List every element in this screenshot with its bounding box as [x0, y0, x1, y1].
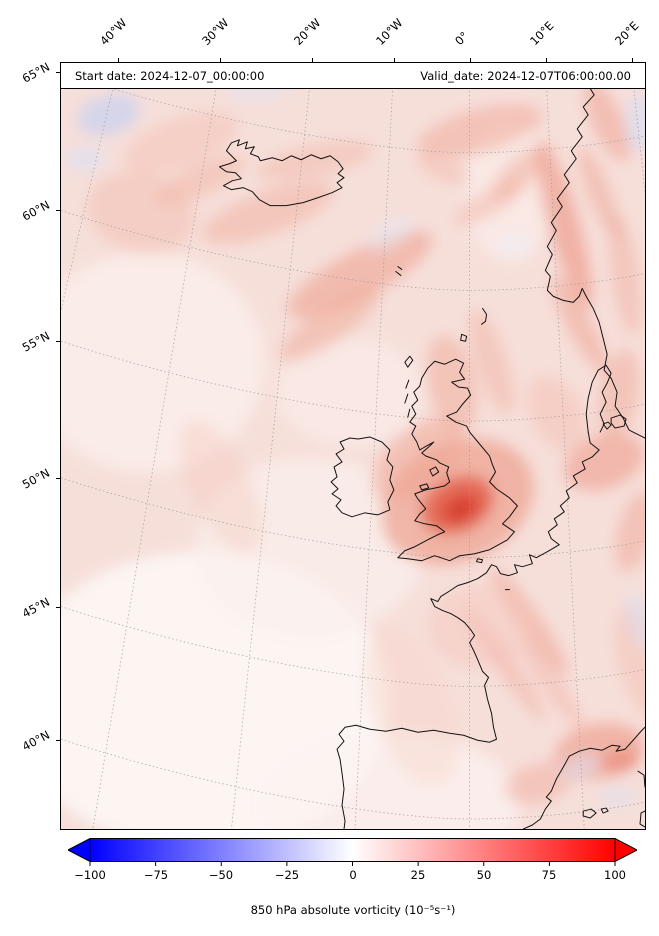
colorbar-tick-label: 100 [604, 868, 626, 882]
start-date-label: Start date: 2024-12-07_00:00:00 [75, 68, 265, 83]
longitude-tick-label: 10°W [373, 15, 406, 48]
tick-mark [56, 210, 60, 211]
colorbar-tick-label: 0 [349, 868, 357, 882]
tick-mark [312, 58, 313, 62]
longitude-tick-label: 0° [452, 28, 472, 48]
tick-mark [220, 58, 221, 62]
tick-mark [56, 72, 60, 73]
tick-mark [56, 607, 60, 608]
latitude-tick-label: 55°N [19, 328, 52, 355]
tick-mark [394, 58, 395, 62]
colorbar-tick-label: 50 [476, 868, 492, 882]
vorticity-field [61, 63, 645, 829]
longitude-tick-label: 10°E [527, 18, 557, 48]
tick-mark [56, 740, 60, 741]
title-strip: Start date: 2024-12-07_00:00:00 Valid_da… [61, 63, 645, 89]
colorbar-gradient [68, 838, 637, 862]
graticule [61, 63, 645, 829]
latitude-tick-label: 65°N [19, 59, 52, 86]
colorbar-tick-label: −100 [74, 868, 106, 882]
longitude-tick-label: 30°W [199, 15, 232, 48]
tick-mark [632, 58, 633, 62]
colorbar-tick-marks [89, 862, 616, 866]
latitude-tick-label: 60°N [19, 197, 52, 224]
colorbar-tick-label: 75 [541, 868, 557, 882]
tick-mark [546, 58, 547, 62]
latitude-tick-label: 45°N [19, 594, 52, 621]
latitude-tick-label: 50°N [19, 465, 52, 492]
map-panel: Start date: 2024-12-07_00:00:00 Valid_da… [60, 62, 646, 830]
coastlines [218, 64, 645, 829]
colorbar-caption: 850 hPa absolute vorticity (10⁻⁵s⁻¹) [250, 903, 456, 917]
tick-mark [118, 58, 119, 62]
vorticity-field-plot [61, 63, 645, 829]
longitude-tick-label: 40°W [97, 15, 130, 48]
latitude-tick-label: 40°N [19, 727, 52, 754]
colorbar-tick-label: −75 [143, 868, 169, 882]
longitude-tick-label: 20°W [291, 15, 324, 48]
tick-mark [470, 58, 471, 62]
tick-mark [56, 478, 60, 479]
colorbar-tick-label: −25 [274, 868, 300, 882]
tick-mark [56, 341, 60, 342]
longitude-tick-label: 20°E [612, 18, 642, 48]
colorbar-tick-label: 25 [410, 868, 426, 882]
colorbar [68, 838, 637, 866]
colorbar-tick-label: −50 [208, 868, 234, 882]
valid-date-label: Valid_date: 2024-12-07T06:00:00.00 [420, 68, 631, 83]
